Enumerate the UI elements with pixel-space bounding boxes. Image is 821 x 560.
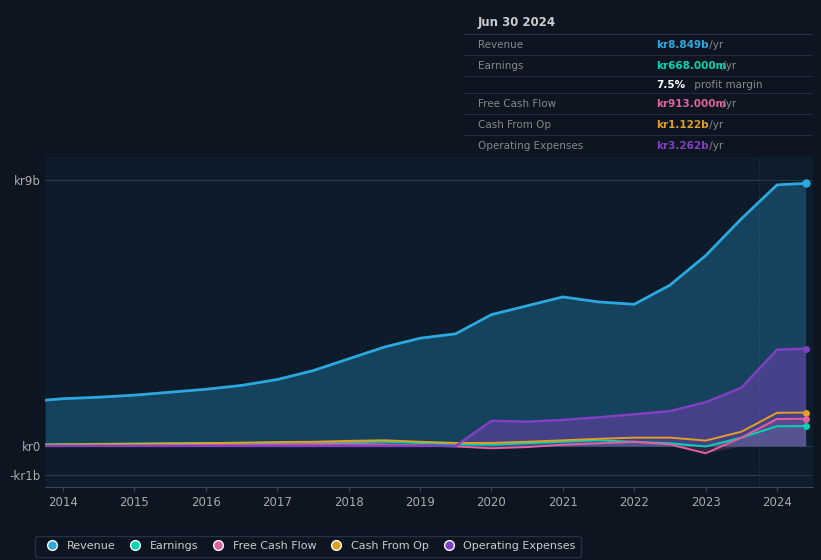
Text: kr1.122b: kr1.122b [656, 120, 709, 130]
Text: kr3.262b: kr3.262b [656, 141, 709, 151]
Text: Revenue: Revenue [478, 40, 523, 50]
Legend: Revenue, Earnings, Free Cash Flow, Cash From Op, Operating Expenses: Revenue, Earnings, Free Cash Flow, Cash … [35, 536, 581, 557]
Text: /yr: /yr [706, 40, 723, 50]
Text: kr8.849b: kr8.849b [656, 40, 709, 50]
Text: Jun 30 2024: Jun 30 2024 [478, 16, 556, 29]
Text: Operating Expenses: Operating Expenses [478, 141, 583, 151]
Text: kr913.000m: kr913.000m [656, 99, 726, 109]
Text: profit margin: profit margin [690, 80, 762, 90]
Text: Earnings: Earnings [478, 61, 523, 71]
Text: Free Cash Flow: Free Cash Flow [478, 99, 556, 109]
Text: /yr: /yr [718, 99, 736, 109]
Text: /yr: /yr [706, 141, 723, 151]
Text: /yr: /yr [706, 120, 723, 130]
Text: Cash From Op: Cash From Op [478, 120, 551, 130]
Text: /yr: /yr [718, 61, 736, 71]
Text: kr668.000m: kr668.000m [656, 61, 727, 71]
Text: 7.5%: 7.5% [656, 80, 685, 90]
Bar [759, 157, 813, 487]
